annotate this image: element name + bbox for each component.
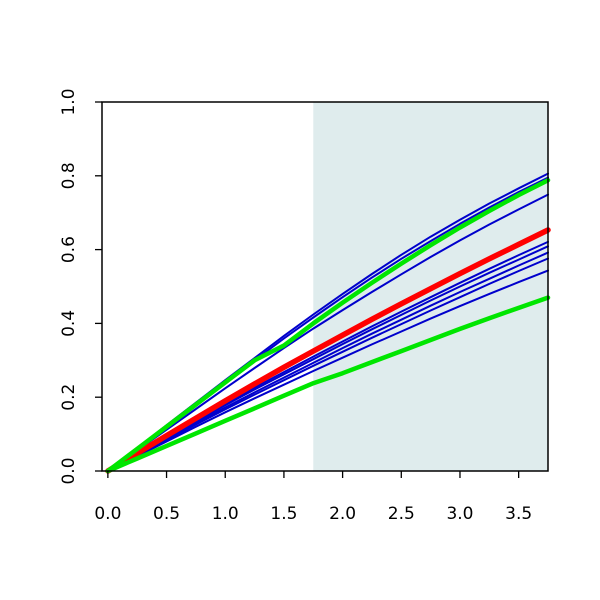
y-tick-label: 0.0 — [59, 457, 79, 484]
y-tick-label: 0.4 — [59, 310, 79, 337]
x-tick-label: 1.5 — [270, 504, 297, 524]
y-tick-label: 1.0 — [59, 88, 79, 115]
sample-line-2 — [106, 193, 549, 472]
upper-bound-line-9 — [105, 177, 551, 474]
y-tick-label: 0.6 — [59, 236, 79, 263]
x-tick-label: 3.0 — [446, 504, 473, 524]
sample-line-7 — [106, 269, 549, 472]
x-tick-label: 1.0 — [212, 504, 239, 524]
y-tick-label: 0.2 — [59, 384, 79, 411]
sample-line-5 — [106, 251, 549, 472]
lower-bound-line-10 — [105, 295, 551, 474]
mean-line-8 — [105, 227, 551, 474]
x-tick-label: 2.5 — [388, 504, 415, 524]
x-tick-label: 3.5 — [505, 504, 532, 524]
y-axis: 0.0 0.2 0.4 0.6 0.8 1.0 — [59, 88, 102, 485]
y-tick-label: 0.8 — [59, 162, 79, 189]
plot-frame — [101, 101, 549, 472]
x-tick-label: 0.0 — [94, 504, 121, 524]
series-lines — [105, 172, 551, 474]
x-tick-label: 2.0 — [329, 504, 356, 524]
x-axis: 0.0 0.5 1.0 1.5 2.0 2.5 3.0 3.5 — [94, 471, 532, 524]
sample-line-6 — [106, 257, 549, 472]
x-tick-label: 0.5 — [153, 504, 180, 524]
